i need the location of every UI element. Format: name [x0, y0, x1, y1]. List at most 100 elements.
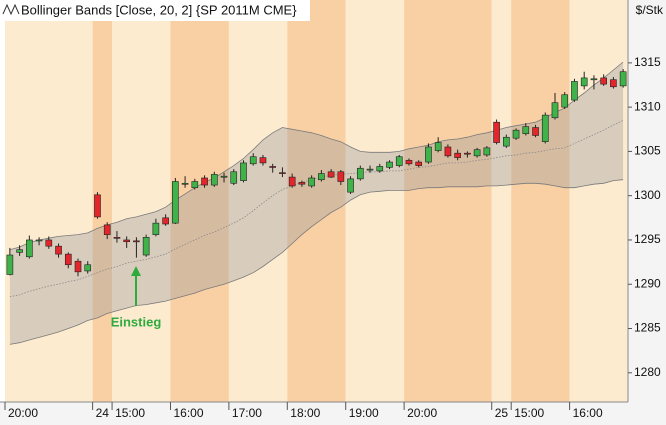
y-tick-label: 1285	[634, 321, 661, 335]
x-tick-label: 18:00	[290, 406, 320, 420]
candle-body	[327, 171, 335, 178]
candle-body	[376, 166, 384, 172]
title-box	[0, 0, 310, 21]
y-tick-label: 1310	[634, 99, 661, 113]
candle-body	[172, 181, 179, 224]
candle-body	[113, 237, 121, 239]
candle-body	[434, 142, 442, 151]
candle-body	[386, 161, 393, 168]
x-axis-panel	[0, 402, 666, 425]
x-tick-label: 20:00	[8, 406, 38, 420]
candle-body	[532, 127, 539, 136]
candle-body	[356, 167, 364, 180]
candle-body	[473, 149, 481, 157]
chart-title: Bollinger Bands [Close, 20, 2] {SP 2011M…	[21, 2, 297, 17]
candle-body	[45, 239, 53, 247]
candle-body	[483, 147, 491, 156]
x-tick-label: 15:00	[115, 406, 145, 420]
candle-body	[230, 171, 238, 184]
candle-body	[269, 166, 277, 168]
candle-body	[84, 264, 92, 272]
candle-body	[337, 171, 345, 182]
middle-band	[9, 120, 624, 297]
session-band	[112, 0, 171, 402]
x-tick-label: 20:00	[407, 406, 437, 420]
annotation-arrowhead	[131, 266, 141, 276]
candle-body	[318, 173, 325, 181]
session-band	[404, 0, 492, 402]
candle-body	[561, 94, 569, 108]
candle-body	[415, 161, 423, 166]
band-area	[9, 62, 624, 345]
candle-body	[619, 71, 627, 87]
x-tick-label: 19:00	[349, 406, 379, 420]
y-tick-label: 1290	[634, 276, 661, 290]
session-band	[511, 0, 570, 402]
candle-body	[600, 77, 607, 85]
indicator-icon	[2, 3, 20, 16]
candle-body	[94, 194, 101, 218]
candle-body	[6, 254, 14, 275]
candle-body	[142, 237, 150, 256]
upper-band	[9, 61, 624, 251]
y-tick-label: 1280	[634, 365, 661, 379]
session-band	[92, 0, 113, 402]
candle-body	[405, 159, 413, 165]
y-tick-label: 1315	[634, 55, 661, 69]
candle-body	[220, 175, 228, 178]
bollinger-bands	[9, 61, 624, 345]
candle-body	[425, 146, 432, 163]
x-tick-label: 16:00	[573, 406, 603, 420]
candle-body	[610, 79, 617, 88]
candle-body	[210, 174, 218, 186]
y-tick-label: 1305	[634, 144, 661, 158]
candle-body	[35, 239, 43, 242]
candle-body	[522, 126, 530, 135]
candle-body	[26, 239, 33, 258]
candle-body	[493, 121, 500, 143]
candle-body	[541, 114, 549, 142]
session-band	[228, 0, 288, 402]
annotation-text: Einstieg	[111, 314, 162, 329]
candle-body	[512, 129, 520, 139]
candle-body	[551, 102, 559, 119]
candle-body	[308, 177, 315, 187]
session-band	[491, 0, 512, 402]
candle-body	[288, 176, 296, 187]
candle-body	[503, 136, 510, 147]
candle-body	[366, 168, 374, 171]
candle-body	[444, 146, 452, 157]
candle-body	[395, 156, 403, 166]
candle-body	[16, 249, 23, 253]
session-band	[170, 0, 229, 402]
candle-body	[590, 78, 598, 81]
lower-band	[9, 179, 624, 345]
candle-body	[191, 181, 199, 189]
candle-body	[201, 177, 208, 186]
session-band	[569, 0, 628, 402]
x-tick-label: 24	[96, 406, 110, 420]
session-shading	[5, 0, 628, 402]
candle-body	[454, 152, 461, 158]
y-axis-label: $/Stk	[636, 3, 664, 17]
candle-body	[464, 152, 471, 155]
candle-body	[103, 224, 111, 235]
annotation: Einstieg	[111, 266, 162, 329]
axes: 20:00 24 15:00 16:00 17:00 18:00 19:00 20:00 25 1…	[4, 55, 661, 420]
candle-body	[249, 156, 257, 165]
session-band	[287, 0, 346, 402]
candle-body	[152, 222, 160, 235]
x-tick-label: 16:00	[173, 406, 203, 420]
candle-body	[279, 172, 286, 174]
candle-body	[123, 239, 130, 243]
candle-body	[181, 182, 189, 185]
x-tick-label: 17:00	[232, 406, 262, 420]
candle-body	[55, 245, 62, 255]
y-axis-panel	[628, 0, 666, 425]
x-tick-label: 15:00	[514, 406, 544, 420]
y-tick-label: 1300	[634, 188, 661, 202]
candle-body	[571, 81, 578, 101]
candle-body	[298, 182, 306, 185]
